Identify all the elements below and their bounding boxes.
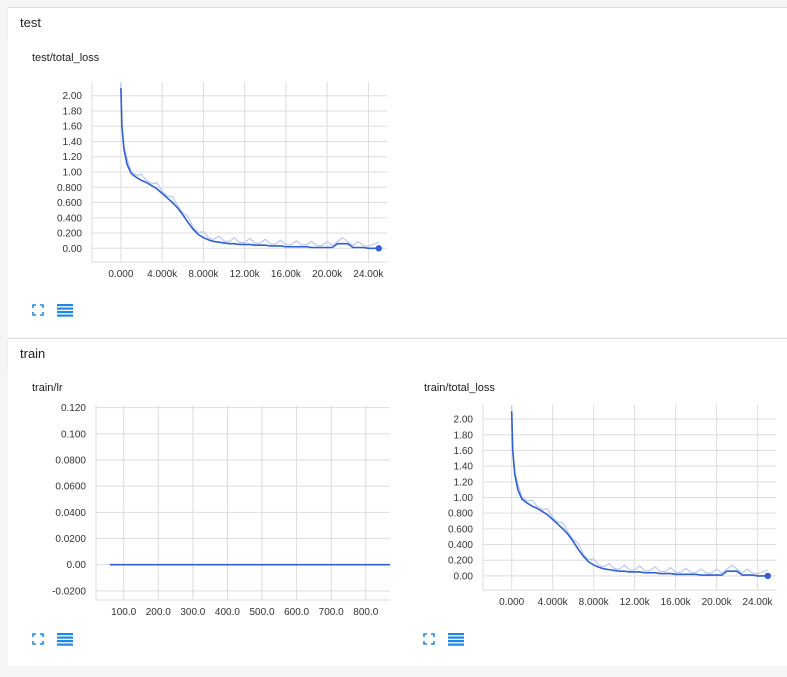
section-panel-test: test/total_loss 0.000 4.000k 8.000k 12.00k 1… — [8, 37, 787, 337]
y-tick-label: 1.80 — [63, 106, 83, 117]
y-tick-label: 1.60 — [454, 446, 474, 457]
x-tick-label: 12.00k — [620, 597, 651, 608]
chart-train-lr: 100.0 200.0 300.0 400.0 500.0 600.0 700.0 800.0… — [52, 403, 390, 618]
series-line — [510, 411, 768, 577]
x-tick-label: 100.0 — [111, 607, 136, 618]
y-tick-label: 1.20 — [63, 152, 83, 163]
x-tick-label: 16.00k — [271, 269, 302, 280]
expand-button[interactable] — [421, 632, 437, 646]
series-end-point — [764, 572, 772, 580]
expand-button[interactable] — [30, 632, 46, 646]
y-tick-label: 2.00 — [454, 415, 474, 426]
y-tick-label: 0.0600 — [55, 482, 86, 493]
y-tick-label: 0.400 — [448, 540, 473, 551]
toggle-data-button[interactable] — [447, 632, 464, 646]
expand-icon — [32, 633, 44, 645]
x-tick-label: 600.0 — [284, 607, 309, 618]
section-title: test — [20, 15, 41, 30]
y-tick-label: 0.100 — [61, 429, 86, 440]
y-tick-label: 0.00 — [63, 244, 83, 255]
chart-card-train-total-loss: train/total_loss 0.000 4.000k 8.000k 12.00k… — [403, 368, 787, 666]
y-tick-label: 1.00 — [454, 493, 474, 504]
y-tick-label: 1.40 — [454, 462, 474, 473]
expand-icon — [423, 633, 435, 645]
chart-test-total-loss: 0.000 4.000k 8.000k 12.00k 16.00k 20.00k 24.00… — [57, 82, 387, 280]
x-tick-label: 20.00k — [702, 597, 733, 608]
y-tick-label: 0.0400 — [55, 508, 86, 519]
x-tick-label: 0.000 — [108, 269, 133, 280]
y-tick-label: 0.800 — [57, 183, 82, 194]
y-tick-label: 0.200 — [448, 556, 473, 567]
y-tick-label: 2.00 — [63, 91, 83, 102]
section-title: train — [20, 346, 46, 361]
expand-icon — [32, 304, 44, 316]
y-tick-label: 1.80 — [454, 430, 474, 441]
list-icon — [57, 304, 73, 317]
section-header-train[interactable]: train — [8, 338, 787, 369]
raw-series-line — [120, 82, 379, 247]
expand-button[interactable] — [30, 303, 46, 317]
x-tick-label: 24.00k — [353, 269, 384, 280]
y-tick-label: 1.00 — [63, 168, 83, 179]
x-tick-label: 12.00k — [230, 269, 261, 280]
y-tick-label: 0.600 — [448, 524, 473, 535]
y-tick-label: 1.60 — [63, 122, 83, 133]
chart-train-total-loss: 0.000 4.000k 8.000k 12.00k 16.00k 20.00k 24.00… — [448, 405, 776, 608]
x-tick-label: 0.000 — [499, 597, 524, 608]
y-tick-label: 0.00 — [67, 560, 87, 571]
y-tick-label: 1.40 — [63, 137, 83, 148]
x-tick-label: 4.000k — [147, 269, 178, 280]
y-tick-label: 0.0800 — [55, 455, 86, 466]
x-tick-label: 200.0 — [146, 607, 171, 618]
chart-title: train/lr — [32, 382, 63, 394]
x-tick-label: 8.000k — [188, 269, 219, 280]
series-line — [120, 88, 379, 250]
x-tick-label: 800.0 — [353, 607, 378, 618]
list-icon — [57, 633, 73, 646]
y-tick-label: 0.00 — [454, 571, 474, 582]
toggle-data-button[interactable] — [56, 632, 73, 646]
chart-card-test-total-loss: test/total_loss 0.000 4.000k 8.000k 12.00k 1… — [8, 37, 388, 337]
section-panel-train: train/lr 100.0 200.0 300.0 400.0 500.0 600.0 7… — [8, 368, 787, 666]
y-tick-label: 0.0200 — [55, 534, 86, 545]
y-tick-label: -0.0200 — [52, 586, 86, 597]
list-icon — [448, 633, 464, 646]
y-tick-label: 0.800 — [448, 509, 473, 520]
x-tick-label: 700.0 — [319, 607, 344, 618]
y-tick-label: 1.20 — [454, 477, 474, 488]
toggle-data-button[interactable] — [56, 303, 73, 317]
x-tick-label: 20.00k — [312, 269, 343, 280]
y-tick-label: 0.200 — [57, 229, 82, 240]
series-end-point — [375, 245, 382, 252]
chart-title: train/total_loss — [424, 382, 495, 394]
raw-series-line — [511, 405, 769, 575]
section-header-test[interactable]: test — [8, 7, 787, 38]
x-tick-label: 4.000k — [538, 597, 569, 608]
chart-card-train-lr: train/lr 100.0 200.0 300.0 400.0 500.0 600.0 7… — [8, 368, 398, 666]
x-tick-label: 16.00k — [661, 597, 692, 608]
y-tick-label: 0.400 — [57, 213, 82, 224]
x-tick-label: 300.0 — [180, 607, 205, 618]
x-tick-label: 400.0 — [215, 607, 240, 618]
x-tick-label: 24.00k — [743, 597, 774, 608]
x-tick-label: 500.0 — [250, 607, 275, 618]
chart-title: test/total_loss — [32, 52, 100, 64]
y-tick-label: 0.120 — [61, 403, 86, 414]
y-tick-label: 0.600 — [57, 198, 82, 209]
x-tick-label: 8.000k — [579, 597, 610, 608]
